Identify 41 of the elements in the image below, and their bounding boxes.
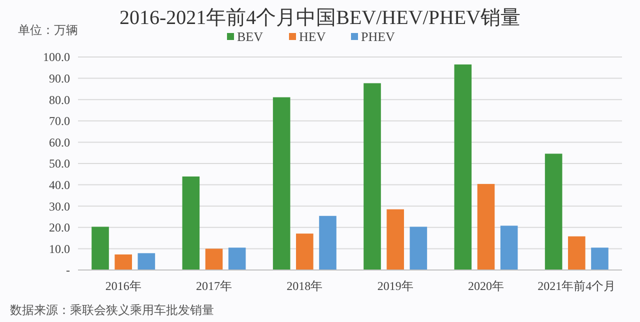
bar (138, 253, 156, 270)
x-tick-label: 2018年 (286, 279, 323, 293)
legend-label: HEV (299, 29, 326, 44)
bar (454, 64, 472, 270)
bar (92, 226, 109, 270)
x-tick-label: 2020年 (468, 279, 504, 293)
bar (272, 97, 290, 270)
x-tick-label: 2021年前4个月 (538, 279, 616, 293)
bar (364, 83, 381, 270)
y-tick-label: 90.0 (49, 72, 70, 86)
y-tick-label: - (66, 263, 70, 278)
y-tick-label: 60.0 (49, 135, 70, 150)
bar (591, 248, 608, 270)
bar (386, 209, 404, 270)
y-tick-label: 20.0 (49, 220, 70, 235)
source-note: 数据来源：乘联会狭义乘用车批发销量 (10, 303, 214, 317)
y-tick-label: 30.0 (49, 199, 70, 214)
bar (544, 154, 562, 270)
y-axis-title: 单位：万辆 (18, 23, 78, 37)
y-tick-label: 80.0 (49, 92, 70, 107)
y-tick-label: 10.0 (49, 242, 70, 256)
y-tick-label: 40.0 (49, 178, 70, 192)
bar (205, 248, 223, 270)
bar (182, 176, 200, 270)
bar (568, 236, 586, 270)
y-tick-label: 50.0 (49, 156, 70, 171)
legend-label: BEV (237, 29, 264, 44)
x-tick-label: 2017年 (196, 279, 232, 293)
legend-label: PHEV (361, 29, 396, 44)
bar (228, 248, 246, 270)
x-tick-label: 2016年 (105, 279, 142, 293)
bar (477, 184, 495, 270)
bar (410, 226, 428, 270)
bar (500, 226, 518, 270)
x-tick-label: 2019年 (377, 279, 414, 293)
chart-title: 2016-2021年前4个月中国BEV/HEV/PHEV销量 (119, 7, 521, 29)
bar (319, 216, 336, 270)
y-tick-label: 100.0 (43, 50, 70, 64)
y-tick-label: 70.0 (49, 114, 70, 128)
bar (114, 254, 132, 270)
bar (296, 234, 314, 270)
